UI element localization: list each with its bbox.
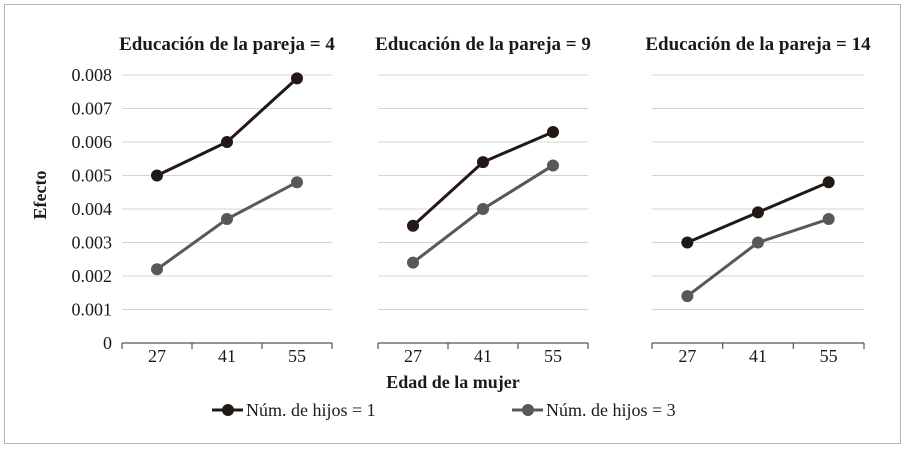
line-series-3 — [156, 180, 298, 271]
legend-marker-series-3 — [522, 404, 534, 416]
point-series-1 — [291, 72, 303, 85]
y-tick-label: 0.001 — [72, 300, 113, 320]
point-series-1 — [151, 169, 163, 182]
x-tick-label: 41 — [474, 346, 492, 366]
y-tick-label: 0.007 — [72, 99, 113, 119]
legend: Núm. de hijos = 1 Núm. de hijos = 3 — [212, 400, 676, 420]
x-tick-label: 55 — [544, 346, 562, 366]
y-axis-label: Efecto — [30, 171, 50, 220]
panel-title: Educación de la pareja = 14 — [645, 34, 871, 55]
panel-title: Educación de la pareja = 9 — [375, 34, 591, 55]
legend-label-series-3: Núm. de hijos = 3 — [546, 400, 676, 420]
point-series-1 — [752, 206, 764, 219]
legend-label-series-1: Núm. de hijos = 1 — [246, 400, 376, 420]
point-series-1 — [547, 125, 559, 138]
panel-3: Educación de la pareja = 14 27 41 55 — [645, 34, 871, 366]
x-tick-label: 41 — [218, 346, 236, 366]
point-series-1 — [221, 136, 233, 148]
x-axis-label: Edad de la mujer — [386, 372, 520, 392]
panel-2: Educación de la pareja = 9 27 41 55 — [375, 34, 591, 366]
point-series-1 — [477, 156, 489, 169]
x-tick-label: 55 — [288, 346, 306, 366]
y-tick-label: 0 — [103, 333, 112, 353]
y-tick-label: 0.005 — [72, 166, 113, 186]
legend-marker-series-1 — [222, 404, 234, 416]
figure-frame — [4, 4, 901, 444]
panels: 0 0.001 0.002 0.003 0.004 0.005 0.006 0.007 0.00… — [72, 34, 872, 366]
point-series-3 — [221, 213, 233, 226]
point-series-3 — [752, 236, 764, 249]
x-tick-label: 27 — [678, 346, 696, 366]
point-series-3 — [547, 159, 559, 172]
x-tick-label: 27 — [148, 346, 166, 366]
panel-title: Educación de la pareja = 4 — [119, 34, 335, 55]
point-series-1 — [407, 219, 419, 232]
line-series-3 — [686, 217, 830, 298]
point-series-3 — [151, 263, 163, 276]
x-tick-label: 55 — [820, 346, 838, 366]
point-series-3 — [681, 290, 694, 303]
point-series-3 — [291, 176, 303, 189]
x-tick-label: 27 — [404, 346, 422, 366]
point-series-1 — [822, 176, 835, 189]
y-tick-label: 0.003 — [72, 233, 113, 253]
y-tick-label: 0.004 — [72, 199, 113, 219]
y-tick-label: 0.006 — [72, 132, 113, 152]
y-tick-label: 0.008 — [72, 65, 113, 85]
line-series-1 — [156, 77, 299, 177]
point-series-3 — [477, 203, 489, 215]
x-tick-label: 41 — [749, 346, 767, 366]
point-series-3 — [407, 256, 419, 269]
point-series-1 — [681, 236, 694, 249]
panel-1: Educación de la pareja = 4 27 41 55 — [119, 34, 335, 366]
point-series-3 — [822, 213, 835, 226]
y-tick-label: 0.002 — [72, 266, 113, 286]
